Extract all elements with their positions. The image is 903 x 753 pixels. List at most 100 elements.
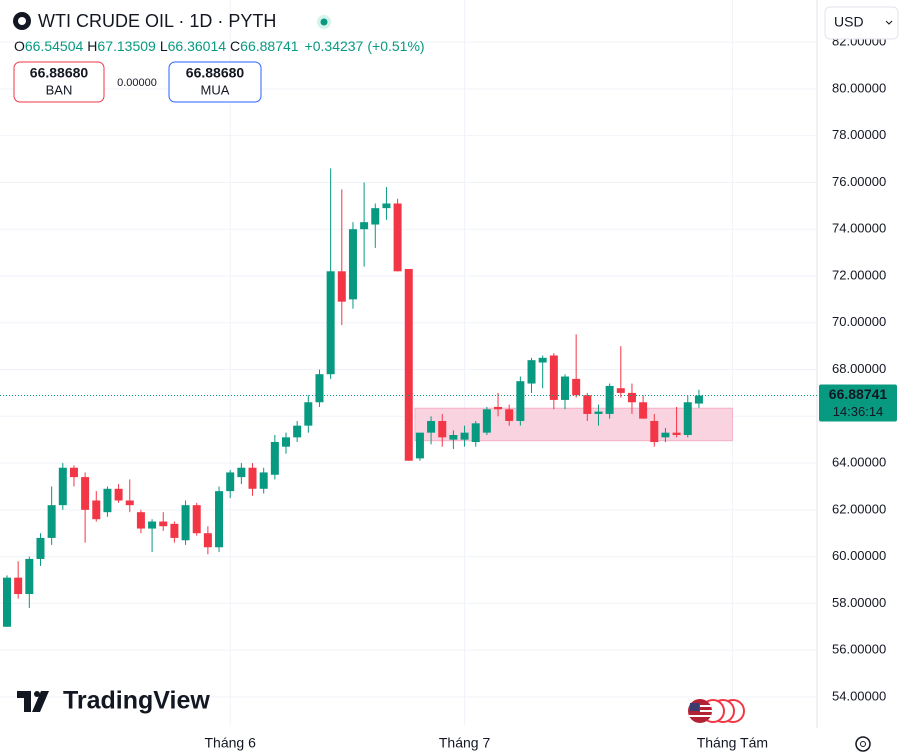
y-tick-label: 56.00000 — [832, 642, 886, 657]
candle-body — [203, 533, 212, 548]
candle-body — [293, 425, 302, 438]
buy-label[interactable]: MUA — [201, 82, 230, 97]
ohlc-open: 66.54504 — [25, 38, 84, 54]
ohlc-low: 66.36014 — [168, 38, 227, 54]
candle-body — [494, 406, 503, 410]
candle-body — [572, 378, 581, 396]
candle-body — [627, 392, 636, 403]
candle-body — [348, 229, 357, 300]
candle-body — [382, 203, 391, 209]
candle-body — [282, 437, 290, 447]
candle-body — [594, 411, 603, 414]
flag-stripes[interactable] — [689, 705, 712, 717]
candle-body — [181, 505, 190, 541]
ohlc-h-label: H — [87, 38, 97, 54]
logo-t — [17, 691, 31, 712]
candle-body — [672, 432, 681, 435]
y-tick-label: 74.00000 — [832, 221, 886, 236]
y-tick-label: 78.00000 — [832, 127, 886, 142]
candle-body — [58, 467, 67, 506]
buy-button[interactable]: 66.88680 MUA — [168, 61, 262, 103]
symbol-icon-inner — [18, 17, 26, 25]
currency-box[interactable] — [824, 6, 899, 40]
currency-label[interactable]: USD — [834, 14, 864, 30]
candle-body — [47, 505, 56, 538]
sell-button[interactable]: 66.88680 BAN — [13, 61, 105, 103]
candle-body — [3, 577, 11, 627]
events-icon[interactable] — [688, 699, 745, 723]
settings-button[interactable] — [855, 736, 871, 752]
y-tick-label: 80.00000 — [832, 80, 886, 95]
candle-body — [270, 442, 279, 475]
candle-body — [159, 521, 168, 527]
sell-box[interactable] — [13, 61, 105, 103]
candle-body — [427, 420, 436, 433]
flag-canton[interactable] — [690, 703, 699, 711]
candle-body — [69, 467, 78, 478]
gear[interactable] — [855, 736, 871, 752]
gear-hub[interactable] — [860, 741, 866, 747]
candle-body — [371, 208, 380, 225]
y-tick-label: 76.00000 — [832, 174, 886, 189]
candle-body — [527, 360, 536, 384]
currency-select[interactable]: USD — [824, 6, 899, 40]
candle-body — [482, 409, 491, 433]
candle-body — [103, 488, 112, 513]
logo-dot — [34, 691, 40, 697]
y-tick-label: 68.00000 — [832, 361, 886, 376]
brand-name: TradingView — [63, 687, 210, 715]
candle-body — [215, 491, 224, 548]
candle-body — [36, 537, 45, 559]
y-tick-label: 62.00000 — [832, 501, 886, 516]
ohlc-c-label: C — [230, 38, 240, 54]
x-tick-label: Tháng 7 — [439, 735, 491, 751]
buy-price[interactable]: 66.88680 — [186, 65, 245, 81]
marks-layer — [0, 168, 817, 627]
candle-body — [583, 395, 592, 414]
candle-body — [248, 467, 257, 489]
candle-body — [561, 376, 569, 400]
candle-body — [226, 472, 235, 492]
candle-body — [125, 500, 134, 506]
candle-body — [304, 402, 313, 426]
candle-body — [549, 355, 558, 400]
candle-body — [438, 420, 447, 438]
candle-body — [460, 432, 469, 440]
candle-body — [639, 402, 648, 419]
logo-v — [32, 691, 49, 712]
ohlc-close: 66.88741 — [240, 38, 299, 54]
candle-body — [315, 374, 324, 403]
last-price-label: 66.88741 — [829, 386, 888, 402]
y-tick-label: 60.00000 — [832, 548, 886, 563]
ohlc-high: 67.13509 — [97, 38, 156, 54]
ohlc-l-label: L — [160, 38, 168, 54]
candle-body — [81, 477, 90, 510]
sell-label[interactable]: BAN — [46, 82, 73, 97]
candle-body — [505, 409, 514, 421]
sell-price[interactable]: 66.88680 — [30, 65, 89, 81]
candle-body — [393, 203, 402, 272]
x-tick-label: Tháng 6 — [205, 735, 257, 751]
chart-title: WTI CRUDE OIL · 1D · PYTH — [38, 11, 276, 31]
x-tick-label: Tháng Tám — [697, 735, 768, 751]
candle-body — [683, 402, 692, 435]
candle-body — [148, 521, 157, 529]
buy-box[interactable] — [168, 61, 262, 103]
y-tick-label: 54.00000 — [832, 688, 886, 703]
candle-body — [259, 472, 268, 489]
candle-body — [14, 577, 23, 595]
overlay-layer: WTI CRUDE OIL · 1D · PYTH O66.54504 H67.1… — [13, 6, 899, 752]
status-dot — [320, 18, 328, 26]
candle-body — [136, 512, 145, 529]
candle-body — [471, 423, 480, 443]
candle-body — [661, 432, 670, 438]
y-tick-label: 64.00000 — [832, 455, 886, 470]
ohlc-o-label: O — [14, 38, 25, 54]
currency-caret[interactable] — [885, 20, 893, 25]
candle-body — [415, 432, 424, 459]
y-tick-label: 70.00000 — [832, 314, 886, 329]
candle-body — [337, 271, 346, 302]
